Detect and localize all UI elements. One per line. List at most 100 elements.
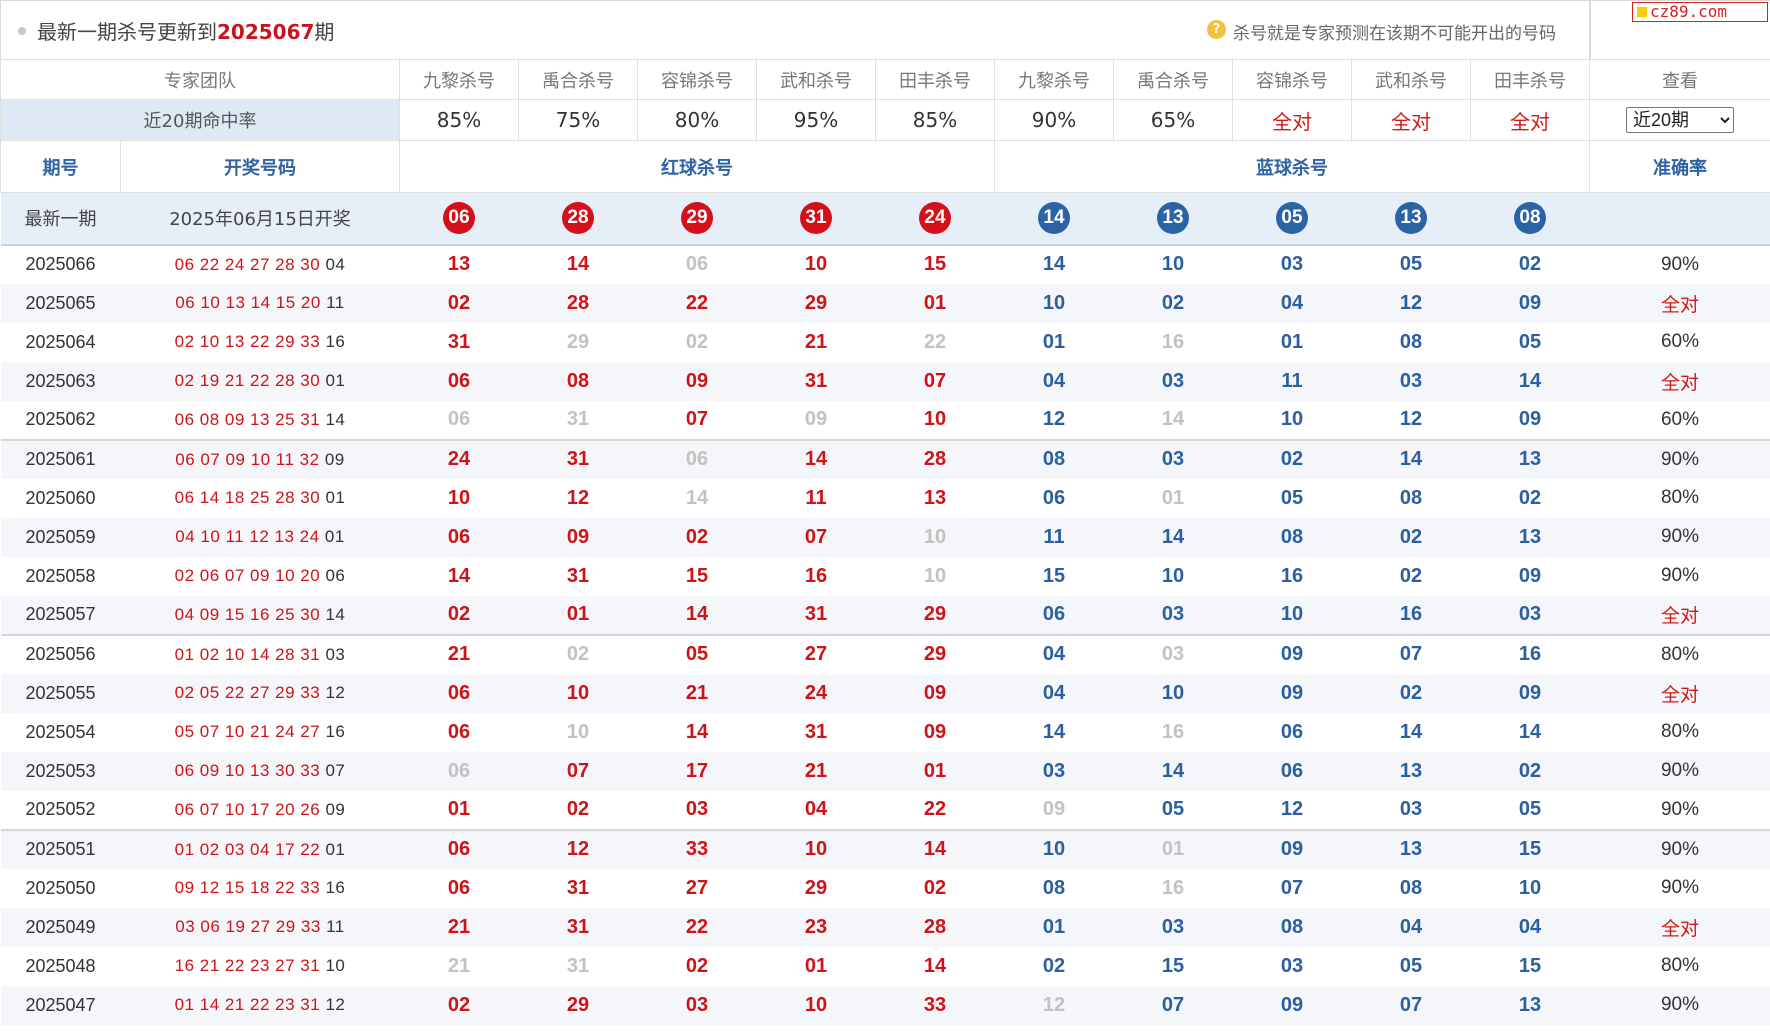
hit-rate-value: 90%	[994, 99, 1114, 141]
blue-kill-number: 03	[1399, 798, 1423, 820]
blue-kill-number: 09	[1232, 673, 1352, 713]
blue-kill-number: 13	[1470, 985, 1590, 1025]
blue-kill-number: 14	[1518, 720, 1542, 743]
blue-kill-number: 03	[1351, 361, 1471, 401]
red-draw-numbers: 02 19 21 22 28 30	[174, 371, 321, 390]
blue-kill-number: 08	[1399, 330, 1423, 353]
accuracy-value: 80%	[1660, 721, 1700, 742]
red-kill-number: 22	[923, 798, 947, 820]
draw-numbers: 09 12 15 18 22 33 16	[121, 869, 400, 908]
red-draw-numbers: 02 10 13 22 29 33	[174, 332, 321, 351]
blue-kill-number: 08	[1399, 876, 1423, 899]
draw-numbers: 04 10 11 12 13 24 01	[120, 517, 400, 557]
site-logo[interactable]: cz89.com	[1632, 2, 1768, 22]
blue-kill-number: 03	[994, 751, 1114, 791]
blue-draw-number: 11	[326, 293, 345, 312]
table-row: 2025050 09 12 15 18 22 33 16 06 31 27 29 02 08 1…	[1, 869, 1770, 908]
accuracy-value: 90%	[1660, 877, 1700, 898]
red-kill-number: 21	[399, 907, 519, 947]
draw-numbers: 02 06 07 09 10 20 06	[121, 557, 400, 596]
latest-red-kill-cell: 24	[875, 192, 995, 246]
view-label: 查看	[1589, 59, 1770, 100]
red-kill-number: 23	[756, 907, 876, 947]
blue-kill-number: 04	[1232, 283, 1352, 323]
accuracy-value: 80%	[1589, 633, 1770, 674]
accuracy-value: 90%	[1589, 985, 1770, 1025]
red-kill-number: 10	[566, 720, 590, 743]
red-kill-number: 04	[804, 798, 828, 820]
issue-number: 2025061	[0, 438, 121, 479]
blue-kill-number: 14	[1351, 438, 1471, 479]
red-kill-number: 29	[804, 876, 828, 899]
top-bar: 最新一期杀号更新到2025067期 ? 杀号就是专家预测在该期不可能开出的号码	[0, 0, 1590, 59]
accuracy-column-header: 准确率	[1589, 140, 1770, 193]
expert-name-blue-1: 九黎杀号	[994, 59, 1114, 100]
red-kill-number: 31	[518, 907, 638, 947]
blue-kill-number: 09	[1232, 985, 1352, 1025]
red-kill-number: 03	[637, 985, 757, 1025]
red-kill-number: 21	[399, 633, 519, 674]
draw-numbers: 02 05 22 27 29 33 12	[120, 673, 400, 713]
red-kill-number: 33	[637, 828, 757, 869]
red-draw-numbers: 01 14 21 22 23 31	[174, 995, 321, 1014]
red-kill-number: 10	[923, 408, 947, 430]
blue-kill-number: 02	[1351, 673, 1471, 713]
red-kill-number: 02	[399, 283, 519, 323]
blue-kill-number: 03	[1113, 595, 1233, 635]
blue-kill-number: 06	[1042, 486, 1066, 509]
page-title: 最新一期杀号更新到2025067期	[37, 20, 335, 44]
blue-kill-number: 09	[1470, 673, 1590, 713]
accuracy-value: 80%	[1660, 487, 1700, 508]
draw-numbers: 01 02 10 14 28 31 03	[120, 633, 400, 674]
latest-red-kill-cell: 28	[518, 192, 638, 246]
red-draw-numbers: 02 05 22 27 29 33	[174, 683, 321, 702]
question-icon: ?	[1207, 20, 1226, 39]
blue-kill-number: 05	[1399, 253, 1423, 275]
draw-numbers: 06 08 09 13 25 31 14	[121, 401, 400, 440]
red-kill-number: 02	[399, 595, 519, 635]
table-row: 2025062 06 08 09 13 25 31 14 06 31 07 09 10 12 1…	[1, 401, 1770, 440]
red-kill-number: 02	[637, 517, 757, 557]
expert-name-red-5: 田丰杀号	[875, 59, 995, 100]
draw-numbers: 02 10 13 22 29 33 16	[121, 323, 400, 362]
accuracy-value: 全对	[1589, 595, 1770, 635]
period-select[interactable]: 近20期	[1626, 107, 1734, 133]
red-kill-number: 11	[805, 486, 827, 509]
issue-number: 2025054	[25, 721, 96, 742]
table-row: 2025054 05 07 10 21 24 27 16 06 10 14 31 09 14 1…	[1, 713, 1770, 752]
red-kill-number: 27	[756, 633, 876, 674]
red-kill-number: 10	[923, 564, 947, 587]
red-kill-number: 10	[875, 517, 995, 557]
red-kill-number: 27	[685, 876, 709, 899]
blue-draw-number: 03	[325, 644, 346, 664]
blue-kill-number: 05	[1399, 954, 1423, 977]
hit-rate-value: 85%	[875, 99, 995, 141]
red-kill-number: 02	[923, 876, 947, 899]
blue-kill-number: 16	[1280, 564, 1304, 587]
red-kill-number: 09	[637, 361, 757, 401]
blue-ball: 05	[1276, 202, 1308, 235]
issue-number: 2025048	[25, 955, 96, 976]
blue-kill-number: 01	[1280, 330, 1304, 353]
issue-number: 2025049	[0, 907, 121, 947]
red-draw-numbers: 06 09 10 13 30 33	[174, 761, 321, 780]
table-row: 2025047 01 14 21 22 23 31 12 02 29 03 10 33 12 0…	[0, 985, 1770, 1025]
hit-rate-value: 80%	[637, 99, 757, 141]
table-row: 2025064 02 10 13 22 29 33 16 31 29 02 21 22 01 1…	[1, 323, 1770, 362]
red-kill-number: 28	[875, 907, 995, 947]
red-kill-number: 31	[566, 564, 590, 587]
kill-number-table: 专家团队 九黎杀号 禹合杀号 容锦杀号 武和杀号 田丰杀号 九黎杀号 禹合杀号 容锦杀号 武和杀…	[0, 59, 1770, 1025]
red-kill-number: 09	[804, 408, 828, 430]
latest-blue-kill-cell: 13	[1351, 192, 1471, 246]
blue-draw-number: 16	[325, 878, 346, 897]
blue-kill-number: 03	[1470, 595, 1590, 635]
accuracy-value: 全对	[1589, 361, 1770, 401]
red-draw-numbers: 01 02 10 14 28 31	[174, 644, 321, 664]
blue-draw-number: 16	[325, 722, 346, 741]
red-kill-number: 03	[685, 798, 709, 820]
blue-kill-number: 02	[1113, 283, 1233, 323]
blue-kill-number: 10	[1161, 253, 1185, 275]
latest-label: 最新一期	[0, 192, 121, 246]
red-draw-numbers: 06 10 13 14 15 20	[175, 293, 321, 312]
